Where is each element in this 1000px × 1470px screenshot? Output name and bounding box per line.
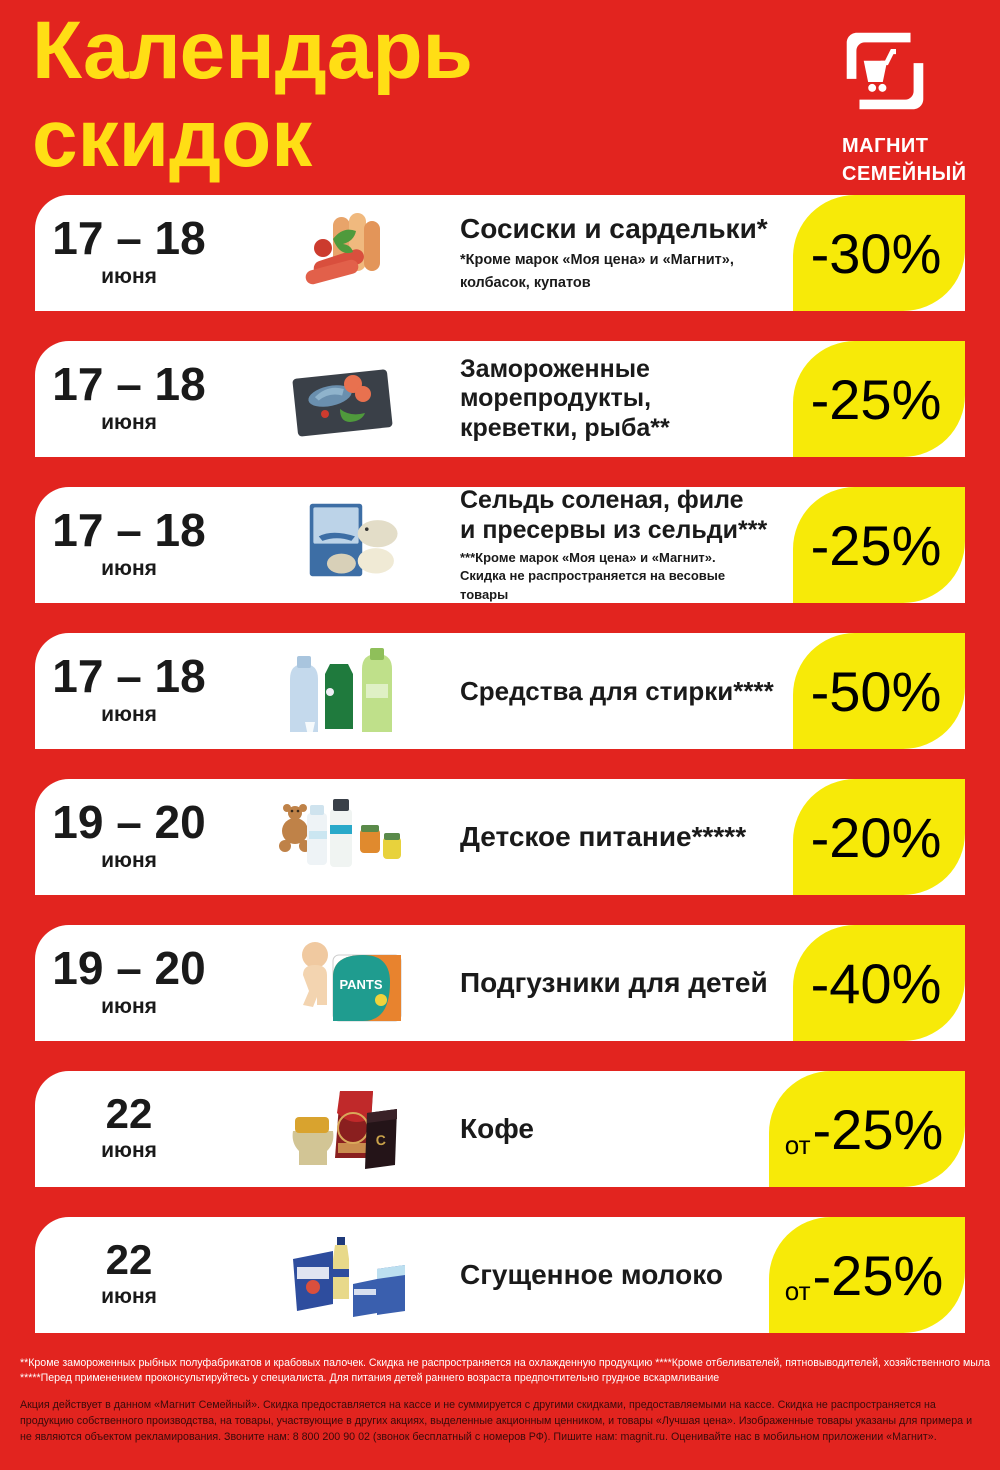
svg-text:PANTS: PANTS — [339, 977, 382, 992]
svg-text:C: C — [375, 1132, 386, 1149]
